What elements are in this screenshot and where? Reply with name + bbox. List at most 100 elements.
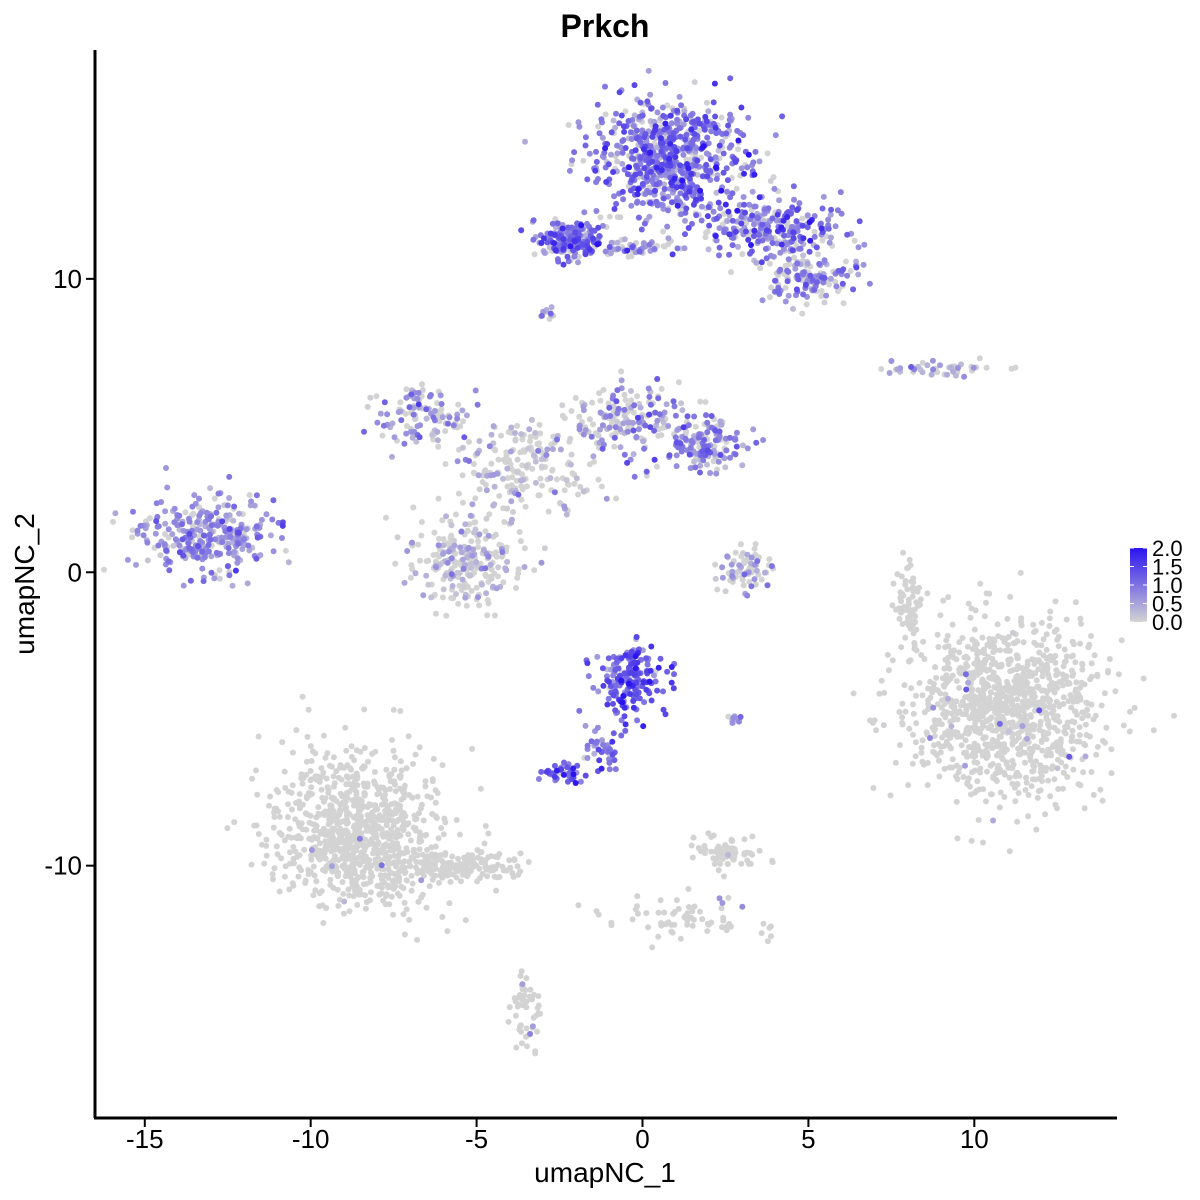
cell-point [683,156,690,163]
cell-point [884,651,891,658]
cell-point [134,527,141,534]
cell-point [634,199,640,206]
cell-point [917,596,924,603]
cell-point [379,432,386,439]
cell-point [993,727,999,734]
cell-point [133,561,139,568]
cell-point [654,417,661,424]
cell-point [954,835,961,842]
cell-point [1068,704,1075,711]
cell-point [886,370,893,376]
cell-point [687,465,694,472]
cell-point [662,80,669,86]
cell-point [495,456,502,463]
cell-point [179,536,186,543]
cell-point [416,744,423,751]
cell-point [577,778,584,785]
cell-point [482,565,489,572]
cell-point [494,874,501,881]
cell-point [978,691,984,698]
cell-point [245,542,252,549]
cell-point [735,243,741,250]
cell-point [1012,773,1019,780]
cell-point [330,754,337,761]
cell-point [157,552,164,559]
cell-point [729,242,736,249]
cell-point [612,124,619,131]
cell-point [928,371,935,378]
cell-point [681,108,688,115]
cell-point [637,139,644,145]
cell-point [196,495,202,502]
cell-point [682,217,688,224]
cell-point [500,579,507,586]
cell-point [598,483,605,490]
cell-point [974,759,981,766]
cell-point [519,462,526,469]
cell-point [385,812,391,819]
cell-point [299,826,306,833]
cell-point [605,695,612,702]
cell-point [728,269,734,276]
cell-point [533,1012,539,1019]
cell-point [1046,615,1053,622]
cell-point [441,815,448,822]
cell-point [833,283,840,290]
cell-point [637,154,644,161]
cell-point [766,260,773,267]
cell-point [590,453,597,460]
cell-point [683,131,690,138]
cell-point [293,727,300,734]
cell-point [760,437,767,443]
cell-point [360,881,367,888]
cell-point [624,171,631,178]
cell-point [1015,751,1022,758]
cell-point [304,733,311,740]
cell-point [726,116,733,123]
cell-point [338,827,345,833]
cell-point [124,556,131,563]
cell-point [860,261,867,268]
cell-point [328,804,335,811]
cell-point [344,829,351,836]
cell-point [806,248,813,255]
cell-point [801,269,807,276]
cell-point [510,509,516,515]
cell-point [535,776,542,782]
cell-point [630,409,637,416]
cell-point [661,186,668,192]
cell-point [934,631,941,638]
cell-point [647,401,654,408]
cell-point [659,104,666,111]
cell-point [718,114,725,121]
cell-point [307,777,314,784]
cell-point [538,768,545,775]
cell-point [850,690,857,697]
cell-point [898,609,904,616]
cell-point [614,387,621,394]
cell-point [537,430,544,437]
cell-point [693,145,700,152]
cell-point [762,569,768,576]
cell-point [1049,710,1055,716]
cell-point [481,840,488,847]
cell-point [493,887,500,894]
cell-point [413,858,420,865]
cell-point [702,846,709,853]
cell-point [531,567,538,574]
cell-point [719,574,726,581]
cell-point [418,877,425,884]
cell-point [1045,746,1052,753]
cell-point [506,857,513,864]
cell-point [445,420,451,427]
cell-point [608,151,614,158]
cell-point [699,916,706,923]
cell-point [751,221,757,228]
cell-point [1079,660,1086,667]
cell-point [723,447,730,454]
cell-point [270,876,276,883]
cell-point [606,244,613,250]
cell-point [505,429,512,435]
cell-point [569,157,576,164]
cell-point [281,837,288,844]
